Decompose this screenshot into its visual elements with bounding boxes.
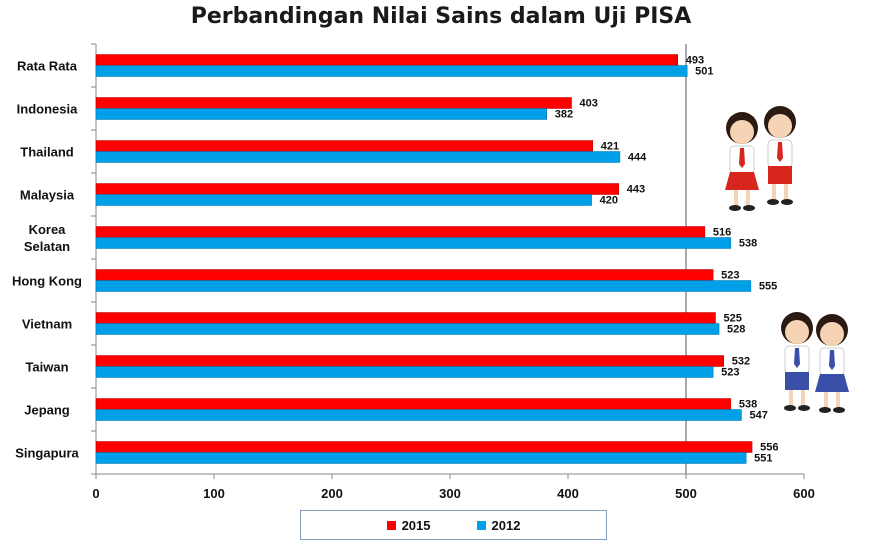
data-label-2012: 528 <box>727 324 745 336</box>
x-tick-label: 600 <box>793 486 815 501</box>
data-label-2015: 493 <box>686 55 704 67</box>
data-label-2012: 547 <box>749 410 767 422</box>
bar-2012 <box>95 237 732 249</box>
x-tick-label: 300 <box>439 486 461 501</box>
category-label: Selatan <box>24 239 70 254</box>
legend-item-2015: 2015 <box>386 517 431 533</box>
data-label-2012: 523 <box>721 367 739 379</box>
legend-label-2012: 2012 <box>491 517 521 533</box>
bar-2012 <box>95 409 742 421</box>
bar-2015 <box>95 54 678 66</box>
bar-2015 <box>95 140 594 152</box>
legend-label-2015: 2015 <box>401 517 431 533</box>
bar-2015 <box>95 269 714 281</box>
data-label-2015: 532 <box>732 356 750 368</box>
x-tick-label: 200 <box>321 486 343 501</box>
data-label-2015: 516 <box>713 227 731 239</box>
student-boy-blue-illustration <box>781 312 813 411</box>
bar-2012 <box>95 452 747 464</box>
category-label: Malaysia <box>20 188 75 203</box>
bar-2015 <box>95 398 732 410</box>
legend: 2015 2012 <box>300 510 607 540</box>
chart-title: Perbandingan Nilai Sains dalam Uji PISA <box>190 4 692 29</box>
bar-2012 <box>95 366 714 378</box>
bar-2012 <box>95 65 688 77</box>
category-label: Hong Kong <box>12 274 82 289</box>
data-label-2012: 444 <box>628 152 647 164</box>
category-label: Rata Rata <box>17 59 78 74</box>
category-label: Jepang <box>24 403 70 418</box>
category-label: Vietnam <box>22 317 72 332</box>
bar-2015 <box>95 312 716 324</box>
data-label-2012: 538 <box>739 238 757 250</box>
category-label: Korea <box>29 222 67 237</box>
student-boy-red-illustration <box>764 106 796 205</box>
bar-2012 <box>95 280 752 292</box>
bar-2015 <box>95 183 619 195</box>
data-label-2012: 501 <box>695 66 713 78</box>
data-label-2012: 555 <box>759 281 777 293</box>
legend-swatch-2015 <box>386 520 396 530</box>
data-label-2012: 382 <box>555 109 573 121</box>
category-label: Indonesia <box>17 102 78 117</box>
bar-2012 <box>95 108 548 120</box>
data-label-2015: 556 <box>760 442 778 454</box>
bar-2015 <box>95 441 753 453</box>
bar-2015 <box>95 97 572 109</box>
legend-swatch-2012 <box>476 520 486 530</box>
bar-2012 <box>95 151 621 163</box>
x-tick-label: 400 <box>557 486 579 501</box>
data-label-2015: 525 <box>724 313 742 325</box>
bar-2012 <box>95 323 720 335</box>
data-label-2012: 420 <box>600 195 618 207</box>
bar-2015 <box>95 355 725 367</box>
data-label-2015: 443 <box>627 184 645 196</box>
student-girl-blue-illustration <box>815 314 849 413</box>
legend-item-2012: 2012 <box>476 517 521 533</box>
data-label-2015: 421 <box>601 141 619 153</box>
bar-2012 <box>95 194 592 206</box>
x-tick-label: 500 <box>675 486 697 501</box>
data-label-2015: 538 <box>739 399 757 411</box>
category-label: Singapura <box>15 446 79 461</box>
data-label-2015: 403 <box>580 98 598 110</box>
data-label-2012: 551 <box>754 453 772 465</box>
x-tick-label: 100 <box>203 486 225 501</box>
student-girl-red-illustration <box>725 112 759 211</box>
data-label-2015: 523 <box>721 270 739 282</box>
bar-2015 <box>95 226 706 238</box>
x-tick-label: 0 <box>92 486 99 501</box>
category-label: Thailand <box>20 145 74 160</box>
category-label: Taiwan <box>25 360 68 375</box>
